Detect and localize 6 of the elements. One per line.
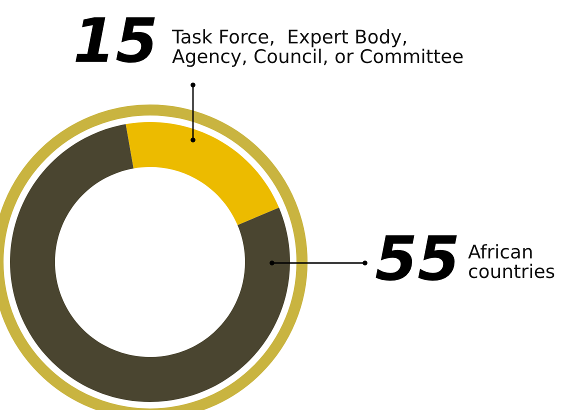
slice-label: African countries: [468, 244, 554, 278]
data-label: 55: [376, 235, 457, 281]
donut-slice: [10, 124, 290, 402]
data-label: 15: [76, 17, 155, 63]
donut-slice: [126, 122, 280, 226]
slice-label: Task Force, Expert Body, Agency, Council, or Committee: [172, 29, 463, 67]
